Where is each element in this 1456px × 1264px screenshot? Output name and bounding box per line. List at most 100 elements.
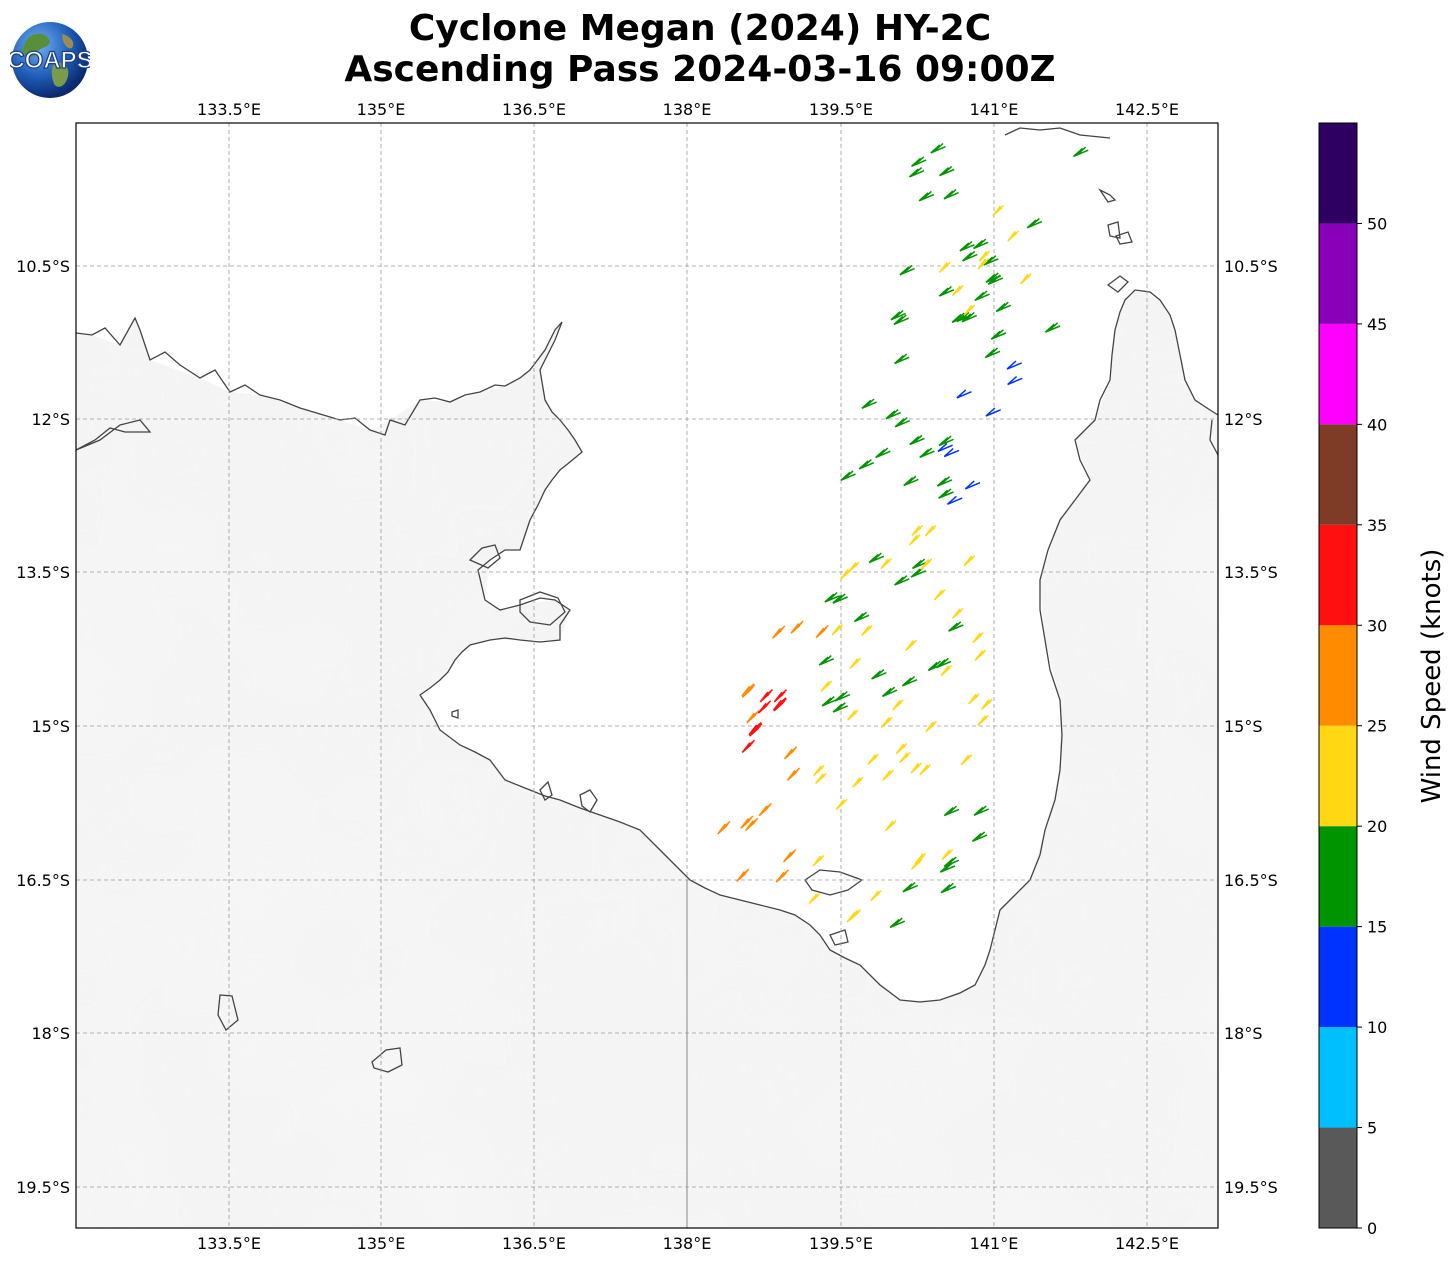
wind-barb (749, 723, 763, 737)
wind-barb (992, 204, 1005, 217)
wind-barb (895, 742, 908, 755)
wind-barb (984, 347, 1001, 359)
wind-barb (911, 558, 928, 570)
wind-barb (1044, 322, 1061, 333)
lat-tick-right: 13.5°S (1224, 563, 1278, 582)
wind-barb (973, 805, 989, 816)
wind-barb (951, 607, 964, 620)
wind-barb (868, 552, 885, 564)
colorbar-bin (1319, 826, 1357, 927)
wind-barb (880, 716, 893, 728)
lat-tick-left: 16.5°S (16, 871, 70, 890)
lon-tick-top: 139.5°E (809, 100, 873, 119)
wind-barb (812, 855, 825, 867)
wind-barb (908, 167, 925, 178)
wind-barb (759, 689, 773, 703)
wind-barb (773, 698, 787, 712)
colorbar-tick-label: 30 (1367, 616, 1387, 635)
colorbar-tick-label: 50 (1367, 214, 1387, 233)
wind-barb (885, 408, 901, 420)
colorbar: 0 5 10 15 20 25 30 35 40 45 50 (1318, 122, 1387, 1238)
wind-barb (831, 624, 844, 636)
colorbar-bin (1319, 223, 1357, 324)
wind-barb (824, 592, 840, 603)
wind-barb (985, 407, 1001, 417)
colorbar-tick-label: 0 (1367, 1219, 1377, 1238)
map-panel (76, 123, 1218, 1228)
wind-barb (740, 815, 754, 829)
wind-barb (858, 459, 875, 470)
lat-tick-left: 13.5°S (16, 563, 70, 582)
wind-barb (871, 669, 887, 680)
wind-barb (919, 763, 931, 776)
lat-tick-left: 18°S (31, 1024, 70, 1043)
wind-barb (901, 675, 918, 687)
wind-barb (943, 805, 960, 817)
wind-barb (815, 772, 827, 785)
colorbar-tick-label: 40 (1367, 415, 1387, 434)
lon-tick-bottom: 142.5°E (1115, 1234, 1179, 1253)
wind-barb (893, 314, 909, 326)
wind-barb (899, 264, 915, 276)
wind-barb (1019, 273, 1032, 285)
colorbar-tick-label: 35 (1367, 516, 1387, 535)
wind-barb (741, 684, 756, 698)
colorbar-bin (1319, 1027, 1357, 1128)
wind-barb (933, 589, 946, 601)
wind-barb (948, 621, 964, 632)
wind-barb (848, 561, 860, 573)
wind-barb (902, 881, 918, 893)
wind-barb (909, 434, 925, 446)
wind-barb (815, 624, 829, 639)
wind-barb (880, 557, 892, 570)
wind-barb (849, 657, 862, 670)
wind-barb (820, 680, 833, 692)
lat-tick-left: 15°S (31, 717, 70, 736)
lon-tick-top: 136.5°E (502, 100, 566, 119)
lon-ticks-top: 133.5°E 135°E 136.5°E 138°E 139.5°E 141°… (197, 100, 1179, 119)
wind-barb (808, 892, 821, 905)
logo-text: COAPS (10, 47, 90, 74)
wind-barb (894, 416, 911, 428)
wind-barb (951, 284, 964, 297)
lon-ticks-bottom: 133.5°E 135°E 136.5°E 138°E 139.5°E 141°… (197, 1234, 1179, 1253)
wind-barb (861, 624, 873, 637)
colorbar-bin (1319, 1127, 1357, 1228)
wind-barb (927, 660, 944, 672)
wind-barb (894, 575, 910, 586)
wind-barb (1007, 230, 1019, 242)
wind-barb (938, 435, 954, 447)
colorbar-tick-label: 5 (1367, 1119, 1377, 1138)
colorbar-bin (1319, 524, 1357, 626)
colorbar-bin (1319, 926, 1357, 1028)
lat-tick-right: 18°S (1224, 1024, 1263, 1043)
lat-ticks-left: 10.5°S 12°S 13.5°S 15°S 16.5°S 18°S 19.5… (16, 257, 70, 1197)
wind-barb (851, 776, 864, 788)
wind-barb (977, 714, 989, 727)
wind-barb (980, 698, 993, 710)
colorbar-tick-label: 45 (1367, 315, 1387, 334)
wind-barb (974, 649, 987, 661)
lat-tick-left: 10.5°S (16, 257, 70, 276)
wind-barb (736, 868, 750, 882)
colorbar-title: Wind Speed (knots) (1417, 549, 1447, 804)
wind-barb (924, 525, 937, 537)
wind-barb (889, 917, 906, 929)
globe-logo-icon (12, 22, 88, 98)
wind-barb (963, 555, 976, 567)
wind-barb (813, 764, 825, 777)
lat-tick-right: 15°S (1224, 717, 1263, 736)
wind-barb (908, 534, 921, 546)
wind-barb (832, 702, 849, 713)
lat-tick-left: 19.5°S (16, 1178, 70, 1197)
wind-barb (892, 699, 904, 711)
wind-barb (758, 802, 772, 817)
wind-barb (835, 798, 848, 811)
wind-barb (914, 852, 927, 865)
wind-barb (861, 398, 877, 409)
lat-tick-left: 12°S (31, 410, 70, 429)
wind-barb (938, 488, 954, 499)
wind-barb (790, 620, 804, 634)
wind-barb (1026, 217, 1043, 229)
